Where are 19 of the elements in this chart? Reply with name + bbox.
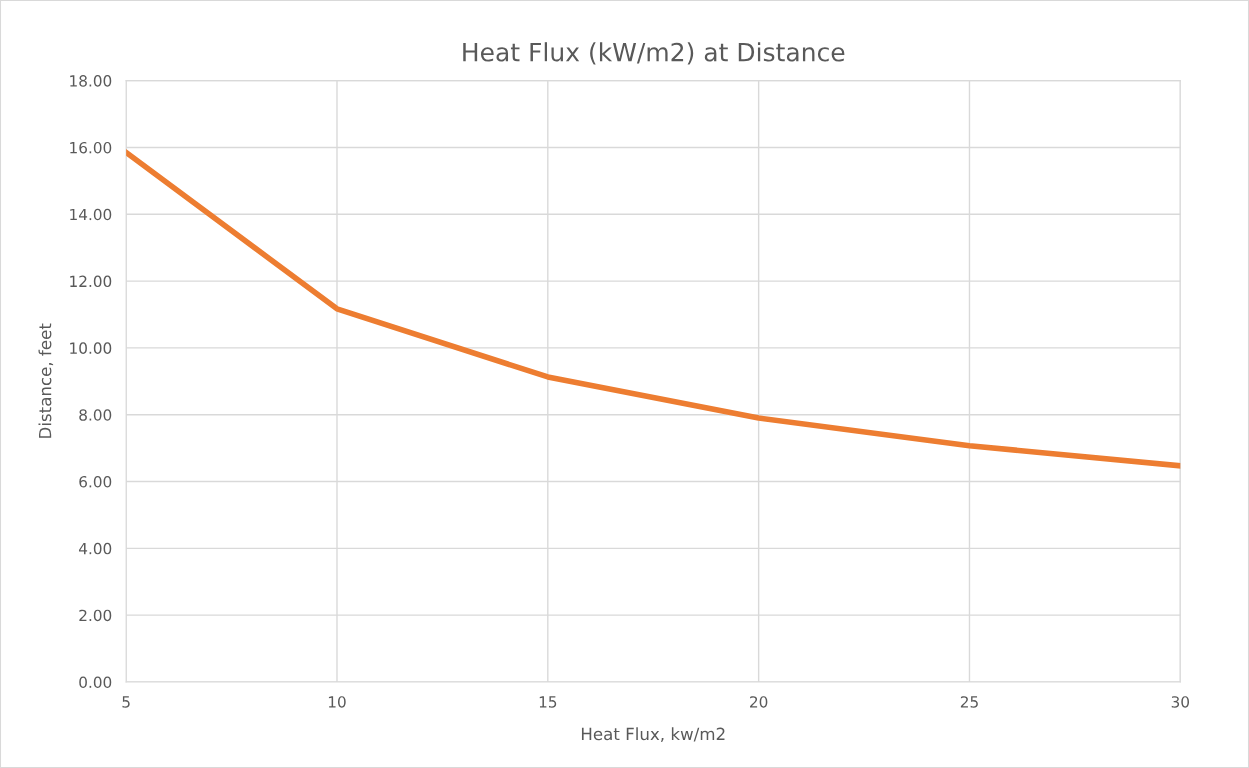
y-tick-label: 18.00	[70, 75, 112, 87]
x-tick-label: 15	[539, 696, 557, 708]
y-tick-label: 12.00	[70, 275, 112, 288]
y-tick-label: 14.00	[70, 208, 112, 221]
y-tick-label: 2.00	[79, 609, 112, 622]
y-tick-label: 8.00	[79, 409, 112, 421]
y-tick-label: 16.00	[70, 141, 112, 154]
x-tick-label: 20	[750, 696, 768, 708]
y-tick-label: 10.00	[70, 342, 112, 354]
y-axis-title: Distance, feet	[38, 323, 54, 438]
x-axis-title: Heat Flux, kw/m2	[581, 727, 725, 742]
x-tick-label: 5	[122, 696, 130, 708]
y-tick-label: 0.00	[79, 676, 112, 689]
x-tick-label: 25	[960, 696, 978, 708]
y-tick-label: 6.00	[79, 476, 112, 488]
chart-title: Heat Flux (kW/m2) at Distance	[463, 42, 845, 65]
y-tick-label: 4.00	[78, 542, 112, 555]
x-tick-label: 10	[328, 696, 346, 708]
x-tick-label: 30	[1171, 696, 1190, 708]
